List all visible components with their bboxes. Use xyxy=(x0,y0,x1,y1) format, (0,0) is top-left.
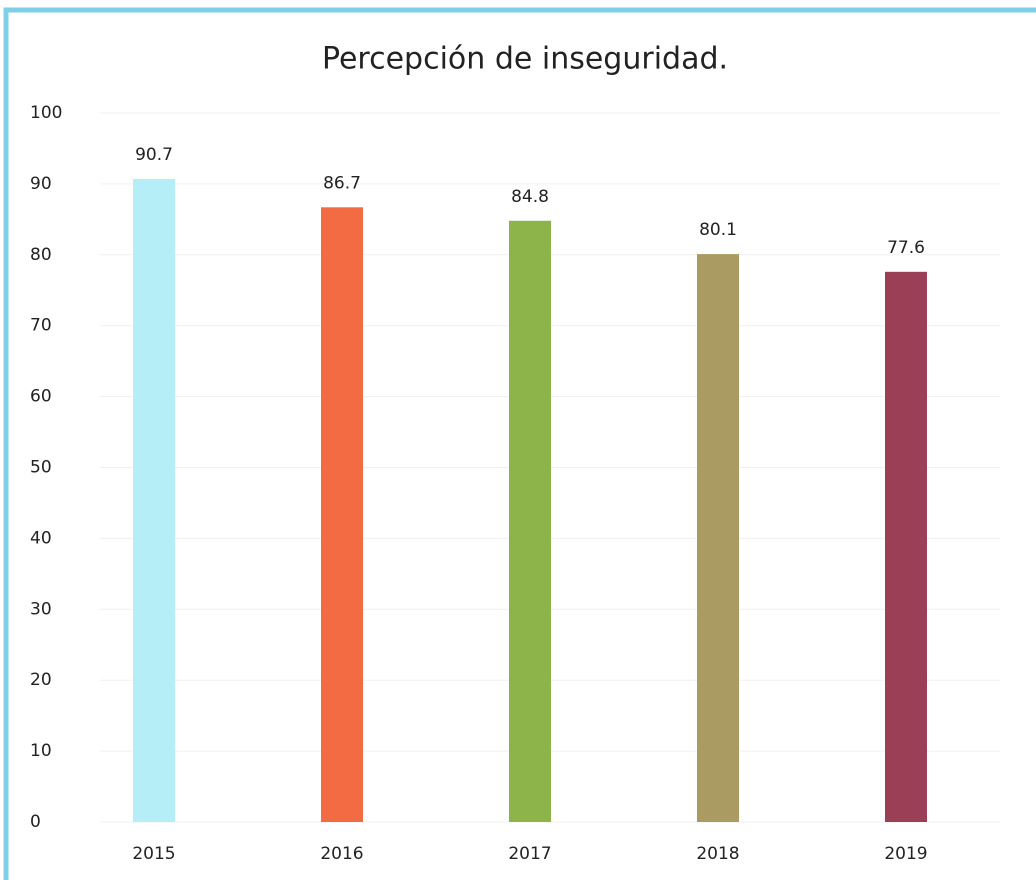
data-label: 80.1 xyxy=(699,220,737,240)
bar xyxy=(697,254,739,822)
data-label: 90.7 xyxy=(135,145,173,165)
bar xyxy=(885,271,927,822)
x-tick-label: 2017 xyxy=(508,844,551,864)
x-tick-label: 2019 xyxy=(884,844,927,864)
bar xyxy=(509,220,551,822)
y-tick-label: 0 xyxy=(30,812,41,832)
x-tick-label: 2015 xyxy=(132,844,175,864)
data-label: 84.8 xyxy=(511,187,549,207)
y-tick-label: 70 xyxy=(30,316,52,336)
y-tick-label: 30 xyxy=(30,599,52,619)
y-tick-label: 90 xyxy=(30,174,52,194)
x-tick-label: 2016 xyxy=(320,844,363,864)
y-tick-label: 100 xyxy=(30,103,62,123)
y-tick-label: 80 xyxy=(30,245,52,265)
y-tick-label: 50 xyxy=(30,458,52,478)
bar xyxy=(321,207,363,822)
data-label: 86.7 xyxy=(323,173,361,193)
y-tick-label: 40 xyxy=(30,528,52,548)
bar xyxy=(133,178,175,822)
y-tick-label: 60 xyxy=(30,387,52,407)
y-tick-label: 20 xyxy=(30,670,52,690)
data-label: 77.6 xyxy=(887,238,925,258)
y-tick-label: 10 xyxy=(30,741,52,761)
chart-title: Percepción de inseguridad. xyxy=(322,42,728,77)
x-tick-label: 2018 xyxy=(696,844,739,864)
